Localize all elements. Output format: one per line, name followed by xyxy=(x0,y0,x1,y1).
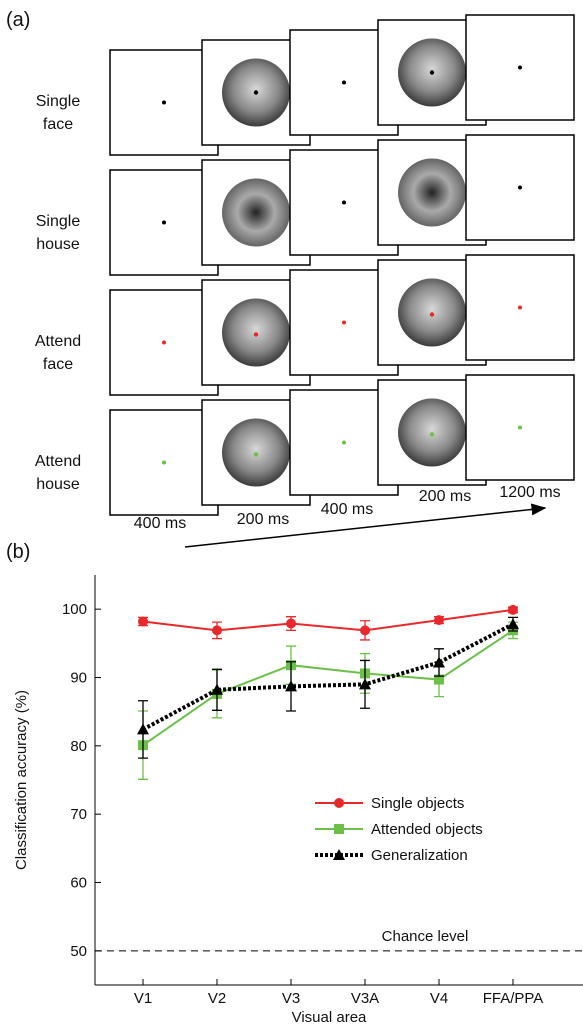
marker xyxy=(334,824,344,834)
x-tick-label: FFA/PPA xyxy=(483,990,544,1007)
legend-label: Single objects xyxy=(371,795,464,812)
fixation-dot xyxy=(429,312,435,317)
row-label: Attend xyxy=(35,333,81,350)
fixation-dot xyxy=(518,425,522,430)
frame xyxy=(465,14,575,121)
fixation-dot xyxy=(342,200,346,205)
chart: 50 60 70 80 90 100 V1 V2 V3 V3A V4 FFA/PPA Visual ar… xyxy=(13,575,583,1026)
panel-label: (b) xyxy=(6,541,30,563)
duration-label: 400 ms xyxy=(321,501,373,518)
series-line xyxy=(142,629,514,746)
series-line xyxy=(142,608,514,632)
duration-label: 200 ms xyxy=(237,511,289,528)
fixation-dot xyxy=(429,432,435,437)
row-label: face xyxy=(43,116,73,133)
marker xyxy=(137,723,149,735)
y-tick-label: 70 xyxy=(70,806,87,823)
legend-label: Attended objects xyxy=(371,821,483,838)
marker xyxy=(286,618,296,629)
marker xyxy=(212,625,222,636)
row-label: Attend xyxy=(35,453,81,470)
time-arrow xyxy=(184,503,547,548)
marker xyxy=(508,604,518,615)
row-label: house xyxy=(36,476,80,493)
marker xyxy=(434,674,444,685)
y-axis-label: Classification accuracy (%) xyxy=(13,690,30,870)
row-label: Single xyxy=(36,93,81,110)
fixation-dot xyxy=(518,65,522,70)
row-label: face xyxy=(43,356,73,373)
fixation-dot xyxy=(162,220,166,225)
marker xyxy=(211,683,223,695)
x-axis-label: Visual area xyxy=(292,1009,367,1026)
chance-label: Chance level xyxy=(382,928,469,945)
fixation-dot xyxy=(253,332,259,337)
marker xyxy=(334,798,344,808)
y-tick-label: 80 xyxy=(70,738,87,755)
x-tick-label: V1 xyxy=(134,990,152,1007)
x-tick-label: V2 xyxy=(208,990,226,1007)
stimulus xyxy=(222,178,290,247)
fixation-dot xyxy=(162,340,166,345)
y-tick-label: 50 xyxy=(70,943,87,960)
fixation-dot xyxy=(253,90,259,95)
row-label: Single xyxy=(36,213,81,230)
fixation-dot xyxy=(518,305,522,310)
marker xyxy=(360,625,370,636)
duration-label: 200 ms xyxy=(419,488,471,505)
marker xyxy=(434,615,444,626)
fixation-dot xyxy=(429,70,435,75)
fixation-dot xyxy=(162,100,166,105)
stimulus xyxy=(398,158,466,227)
marker xyxy=(138,616,148,627)
legend-label: Generalization xyxy=(371,847,468,864)
panel-label: (a) xyxy=(6,9,30,31)
trial-frames xyxy=(109,14,575,516)
marker xyxy=(333,849,345,860)
duration-label: 400 ms xyxy=(134,515,186,532)
y-tick-label: 100 xyxy=(62,601,87,618)
fixation-dot xyxy=(162,460,166,465)
fixation-dot xyxy=(518,185,522,190)
y-tick-label: 60 xyxy=(70,875,87,892)
series-line xyxy=(142,622,514,732)
x-tick-label: V3A xyxy=(351,990,379,1007)
x-tick-label: V3 xyxy=(282,990,300,1007)
fixation-dot xyxy=(342,80,346,85)
duration-label: 1200 ms xyxy=(499,484,560,501)
y-tick-label: 90 xyxy=(70,670,87,687)
fixation-dot xyxy=(342,320,346,325)
marker xyxy=(285,680,297,692)
x-tick-label: V4 xyxy=(430,990,448,1007)
fixation-dot xyxy=(253,452,259,457)
marker xyxy=(433,656,445,668)
row-label: house xyxy=(36,236,80,253)
fixation-dot xyxy=(342,440,346,445)
marker xyxy=(507,618,519,630)
marker xyxy=(359,678,371,690)
